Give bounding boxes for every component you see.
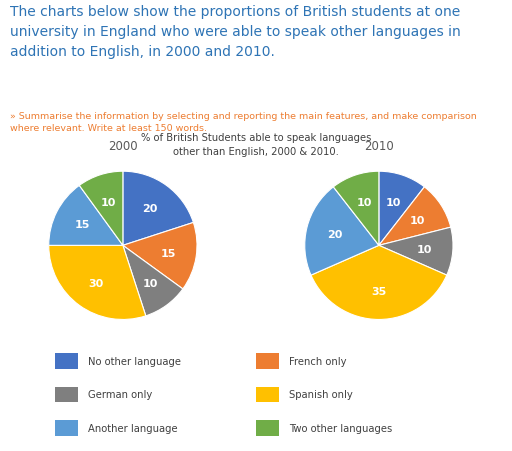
- Bar: [55, 387, 78, 402]
- Wedge shape: [333, 172, 379, 246]
- Text: Another language: Another language: [88, 423, 178, 433]
- Text: 20: 20: [142, 204, 158, 214]
- Bar: [55, 420, 78, 436]
- Bar: [55, 354, 78, 369]
- Text: 15: 15: [74, 220, 90, 230]
- Text: 10: 10: [142, 278, 158, 288]
- Text: German only: German only: [88, 390, 152, 400]
- Text: French only: French only: [289, 356, 346, 366]
- Wedge shape: [379, 188, 451, 246]
- Text: 30: 30: [88, 278, 103, 288]
- Wedge shape: [305, 188, 379, 276]
- Wedge shape: [123, 172, 194, 246]
- Bar: [256, 354, 279, 369]
- Wedge shape: [123, 246, 183, 316]
- Text: No other language: No other language: [88, 356, 181, 366]
- Text: » Summarise the information by selecting and reporting the main features, and ma: » Summarise the information by selecting…: [10, 112, 477, 133]
- Text: Two other languages: Two other languages: [289, 423, 392, 433]
- Wedge shape: [49, 186, 123, 246]
- Text: % of British Students able to speak languages
other than English, 2000 & 2010.: % of British Students able to speak lang…: [141, 133, 371, 157]
- Text: 10: 10: [356, 198, 372, 207]
- Text: 15: 15: [161, 248, 176, 258]
- Wedge shape: [379, 172, 424, 246]
- Bar: [256, 387, 279, 402]
- Wedge shape: [123, 223, 197, 289]
- Text: 10: 10: [386, 198, 401, 207]
- Text: 10: 10: [417, 244, 432, 254]
- Text: The charts below show the proportions of British students at one
university in E: The charts below show the proportions of…: [10, 5, 461, 59]
- Wedge shape: [311, 246, 447, 320]
- Text: 35: 35: [371, 287, 387, 297]
- Wedge shape: [49, 246, 146, 320]
- Text: 10: 10: [101, 197, 116, 207]
- Title: 2010: 2010: [364, 139, 394, 152]
- Title: 2000: 2000: [108, 139, 138, 152]
- Text: Spanish only: Spanish only: [289, 390, 353, 400]
- Wedge shape: [79, 172, 123, 246]
- Text: 20: 20: [327, 230, 342, 239]
- Bar: [256, 420, 279, 436]
- Text: 10: 10: [410, 216, 425, 226]
- Wedge shape: [379, 228, 453, 276]
